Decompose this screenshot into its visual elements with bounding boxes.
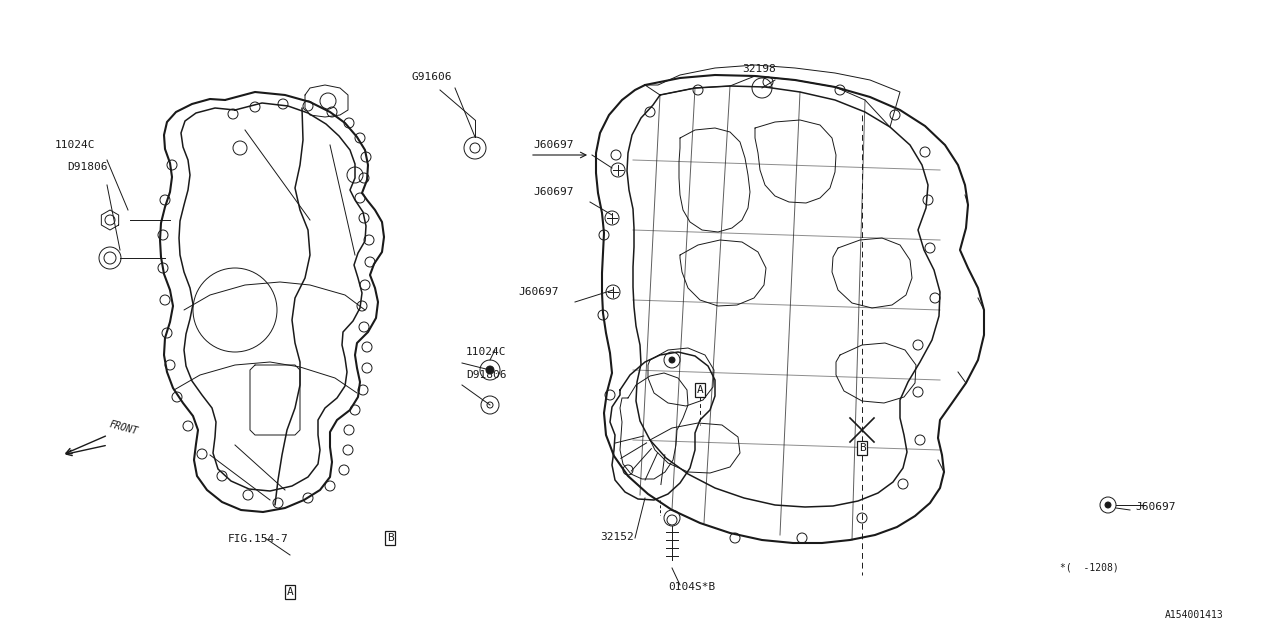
Text: A: A [696,385,704,395]
Text: G91606: G91606 [412,72,453,82]
Text: 11024C: 11024C [466,347,507,357]
Text: J60697: J60697 [532,187,573,197]
Circle shape [1105,502,1111,508]
Text: 0104S*B: 0104S*B [668,582,716,592]
Text: 11024C: 11024C [55,140,96,150]
Text: 32198: 32198 [742,64,776,74]
Text: A: A [287,587,293,597]
Text: J60697: J60697 [532,140,573,150]
Text: D91806: D91806 [67,162,108,172]
Text: FIG.154-7: FIG.154-7 [228,534,289,544]
Text: *(  -1208): *( -1208) [1060,562,1119,572]
Text: J60697: J60697 [518,287,558,297]
Circle shape [486,366,494,374]
Text: A154001413: A154001413 [1165,610,1224,620]
Text: D91806: D91806 [466,370,507,380]
Circle shape [669,357,675,363]
Text: B: B [859,443,865,453]
Text: J60697: J60697 [1135,502,1175,512]
Text: B: B [387,533,393,543]
Text: 32152: 32152 [600,532,634,542]
Text: FRONT: FRONT [108,420,140,437]
